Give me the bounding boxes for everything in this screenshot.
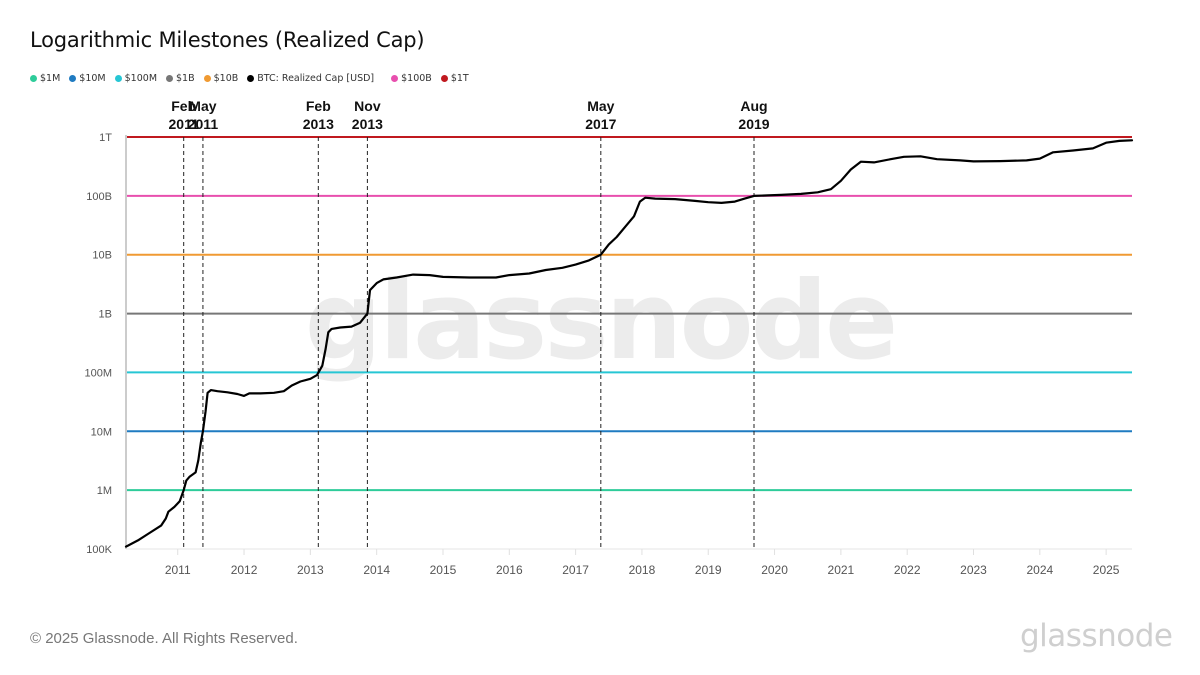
legend-label: $10M bbox=[79, 73, 106, 84]
watermark: glassnode bbox=[305, 259, 895, 384]
x-tick-label: 2019 bbox=[695, 563, 722, 577]
legend-item-10b[interactable]: $10B bbox=[203, 73, 239, 84]
y-tick-label: 1M bbox=[97, 485, 112, 497]
legend-label: $10B bbox=[213, 73, 239, 84]
x-tick-label: 2018 bbox=[629, 563, 656, 577]
x-tick-label: 2024 bbox=[1026, 563, 1053, 577]
legend-dot-icon bbox=[391, 75, 399, 82]
x-tick-label: 2025 bbox=[1093, 563, 1120, 577]
x-tick-label: 2021 bbox=[828, 563, 855, 577]
legend-dot-icon bbox=[247, 75, 255, 82]
legend-label: $1T bbox=[450, 73, 469, 84]
x-tick-label: 2022 bbox=[894, 563, 921, 577]
legend-item-1b[interactable]: $1B bbox=[166, 73, 195, 84]
legend-item-btc-realized-cap[interactable]: BTC: Realized Cap [USD] bbox=[247, 73, 374, 84]
x-tick-label: 2016 bbox=[496, 563, 523, 577]
y-tick-label: 10M bbox=[91, 426, 112, 438]
series-group bbox=[124, 139, 1134, 548]
y-tick-label: 1T bbox=[99, 132, 112, 144]
chart-legend: $1M $10M $100M $1B $10B BTC: Realized Ca… bbox=[30, 73, 469, 84]
y-tick-label: 10B bbox=[92, 250, 112, 262]
y-tick-label: 100B bbox=[86, 191, 112, 203]
copyright-text: © 2025 Glassnode. All Rights Reserved. bbox=[30, 630, 298, 647]
brand-logo: glassnode bbox=[1020, 618, 1173, 654]
legend-dot-icon bbox=[30, 75, 37, 82]
legend-label: BTC: Realized Cap [USD] bbox=[257, 73, 375, 84]
milestone-label-month: May bbox=[587, 98, 614, 114]
legend-item-1m[interactable]: $1M bbox=[30, 73, 60, 84]
milestone-annotations: Feb 2011 May 2011 Feb 2013 Nov 2013 May 2017 Aug 20… bbox=[169, 98, 770, 549]
legend-label: $1B bbox=[176, 73, 195, 84]
x-tick-label: 2015 bbox=[430, 563, 457, 577]
milestone-label-year: 2011 bbox=[188, 116, 219, 132]
x-tick-label: 2023 bbox=[960, 563, 987, 577]
x-tick-label: 2012 bbox=[231, 563, 258, 577]
legend-dot-icon bbox=[203, 75, 211, 82]
milestone-label-year: 2011 bbox=[169, 116, 200, 132]
milestone-label-year: 2013 bbox=[352, 116, 383, 132]
threshold-lines bbox=[127, 136, 1132, 492]
legend-item-10m[interactable]: $10M bbox=[69, 73, 106, 84]
x-tick-label: 2013 bbox=[297, 563, 324, 577]
chart-title: Logarithmic Milestones (Realized Cap) bbox=[30, 28, 425, 52]
milestone-label-year: 2019 bbox=[738, 116, 769, 132]
series-line-btc-realized-cap bbox=[124, 139, 1134, 548]
legend-label: $1M bbox=[40, 73, 61, 84]
y-tick-label: 100K bbox=[86, 544, 112, 556]
milestone-label-year: 2013 bbox=[303, 116, 334, 132]
milestone-label-month: Feb bbox=[171, 98, 196, 114]
milestone-label-year: 2017 bbox=[585, 116, 616, 132]
legend-label: $100M bbox=[124, 73, 158, 84]
x-tick-label: 2014 bbox=[363, 563, 390, 577]
x-tick-label: 2017 bbox=[562, 563, 589, 577]
y-tick-label: 1B bbox=[99, 309, 112, 321]
legend-dot-icon bbox=[166, 75, 174, 82]
axes: 100K 1M 10M 100M 1B 10B 100B 1T 2011 2012 2013 2014… bbox=[84, 132, 1132, 577]
x-tick-label: 2020 bbox=[761, 563, 788, 577]
legend-label: $100B bbox=[401, 73, 432, 84]
x-tick-label: 2011 bbox=[165, 563, 191, 577]
legend-item-100m[interactable]: $100M bbox=[114, 73, 158, 84]
y-tick-label: 100M bbox=[84, 367, 112, 379]
legend-dot-icon bbox=[114, 75, 122, 82]
milestone-label-month: May bbox=[189, 98, 216, 114]
milestone-label-month: Aug bbox=[740, 98, 767, 114]
legend-dot-icon bbox=[69, 75, 77, 82]
milestone-label-month: Nov bbox=[354, 98, 381, 114]
legend-item-1t[interactable]: $1T bbox=[440, 73, 469, 84]
legend-dot-icon bbox=[440, 75, 448, 82]
legend-item-100b[interactable]: $100B bbox=[391, 73, 432, 84]
milestone-label-month: Feb bbox=[306, 98, 331, 114]
